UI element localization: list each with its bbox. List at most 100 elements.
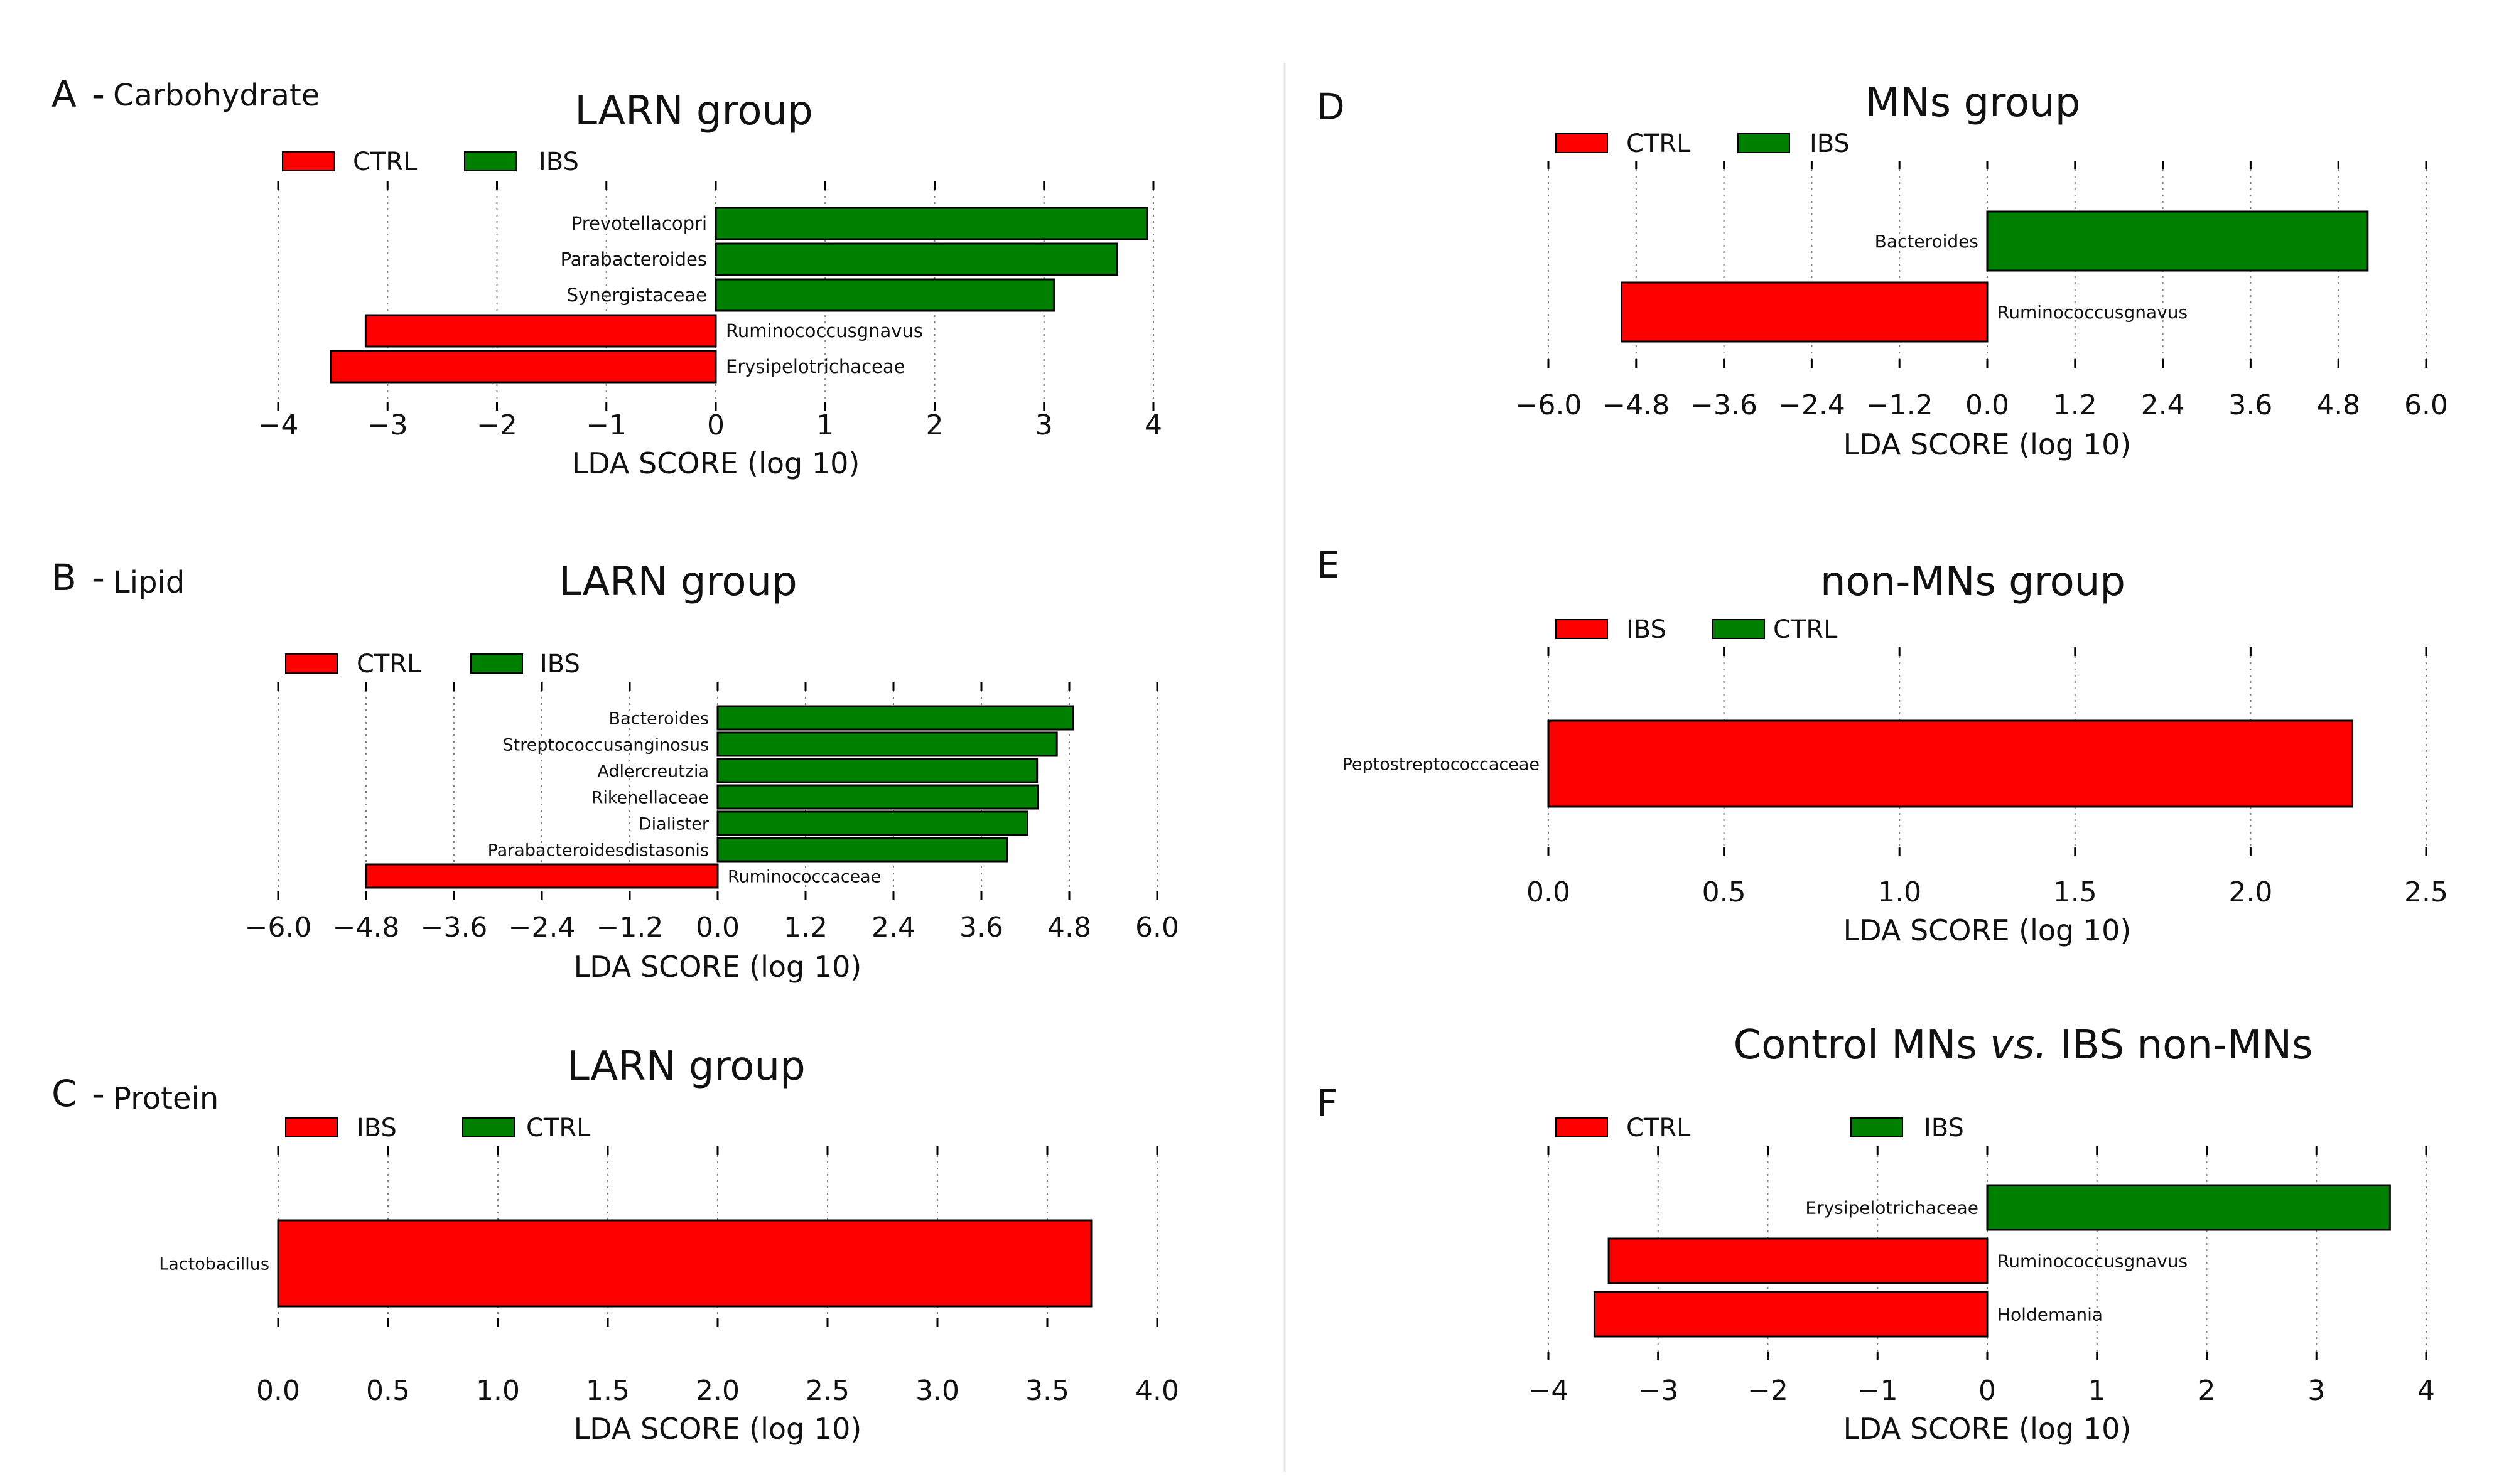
- tick-label: 0.0: [256, 1375, 300, 1407]
- legend-swatch-ibs: [464, 151, 517, 171]
- tick-label: −3: [367, 409, 408, 441]
- legend-label-ctrl: CTRL: [1626, 1114, 1691, 1143]
- tick-label: 0: [1978, 1375, 1996, 1407]
- tick-label: −2.4: [1778, 389, 1845, 421]
- tick-label: −6.0: [1515, 389, 1582, 421]
- legend-swatch-ibs: [470, 653, 523, 674]
- tick-label: 2: [926, 409, 944, 441]
- tick-label: 1.5: [2053, 876, 2097, 908]
- chart-title: MNs group: [1865, 80, 2081, 126]
- tick-label: 3: [2307, 1375, 2325, 1407]
- tick-label: 3: [1035, 409, 1053, 441]
- tick-label: −3: [1638, 1375, 1678, 1407]
- bar: [716, 705, 1074, 731]
- tick-label: 1: [816, 409, 834, 441]
- tick-label: −3.6: [421, 911, 488, 944]
- tick-label: 2.5: [806, 1375, 850, 1407]
- x-axis-label: LDA SCORE (log 10): [1843, 913, 2132, 947]
- tick-label: 1.0: [476, 1375, 520, 1407]
- bar-label: Erysipelotrichaceae: [1805, 1198, 1978, 1218]
- bar: [715, 278, 1055, 312]
- legend-label-ibs: IBS: [1924, 1114, 1964, 1143]
- tick-label: 3.6: [2228, 389, 2272, 421]
- panel-letter: E: [1317, 544, 1340, 586]
- chart-panel-b: B - Lipid LARN group CTRL IBS −6.0 −4.8 −3.6 −2.4…: [51, 556, 1179, 984]
- bar-label: Prevotellacopri: [571, 213, 707, 234]
- tick-label: 2.0: [2228, 876, 2272, 908]
- x-axis-label: LDA SCORE (log 10): [574, 950, 862, 984]
- tick-label: −1.2: [596, 911, 664, 944]
- tick-label: 2.5: [2404, 876, 2448, 908]
- bar: [716, 810, 1028, 836]
- bar: [1607, 1237, 1989, 1284]
- tick-label: 2: [2198, 1375, 2216, 1407]
- tick-label: 2.4: [872, 911, 915, 944]
- tick-label: 1.2: [784, 911, 828, 944]
- bar-label: Peptostreptococcaceae: [1342, 755, 1540, 775]
- bar-label: Bacteroides: [609, 709, 709, 729]
- tick-label: 1.2: [2053, 389, 2097, 421]
- tick-label: 0.5: [1702, 876, 1746, 908]
- tick-label: −3.6: [1690, 389, 1757, 421]
- tick-label: −1: [1857, 1375, 1898, 1407]
- chart-panel-c: C - Protein LARN group IBS CTRL 0.0 0.5 1.0 1.5 2.…: [51, 1043, 1179, 1446]
- bar-label: Parabacteroides: [561, 249, 707, 270]
- tick-label: 1.0: [1877, 876, 1921, 908]
- panel-label: Lipid: [113, 565, 185, 600]
- bar: [716, 784, 1039, 810]
- legend-label-ctrl: CTRL: [1773, 615, 1838, 644]
- tick-label: −2: [477, 409, 517, 441]
- bar-label: Dialister: [639, 815, 710, 834]
- tick-label: 1: [2088, 1375, 2106, 1407]
- bar-label: Ruminococcaceae: [728, 868, 881, 887]
- chart-title: LARN group: [575, 88, 812, 134]
- panel-dash: -: [92, 1072, 105, 1115]
- legend-label-ibs: IBS: [539, 148, 579, 176]
- legend-swatch-ibs: [1737, 133, 1790, 153]
- chart-title: Control MNs vs. IBS non-MNs: [1734, 1022, 2313, 1068]
- legend-label-ibs: IBS: [540, 650, 580, 679]
- bar-label: Synergistaceae: [567, 284, 707, 306]
- panel-letter: C: [51, 1072, 77, 1115]
- bar: [365, 863, 719, 889]
- bar: [716, 837, 1008, 863]
- chart-title-part: Control MNs: [1734, 1022, 1990, 1068]
- chart-title: non-MNs group: [1820, 559, 2125, 605]
- bar-label: Adlercreutzia: [597, 762, 709, 782]
- bar: [1593, 1291, 1989, 1338]
- bar: [715, 207, 1148, 240]
- tick-label: 0.0: [696, 911, 740, 944]
- chart-title-part: IBS non-MNs: [2048, 1022, 2313, 1068]
- panel-dash: -: [92, 556, 105, 599]
- tick-label: −4.8: [333, 911, 400, 944]
- legend-swatch-ctrl: [282, 151, 335, 171]
- panel-label: Carbohydrate: [113, 78, 320, 113]
- tick-label: 3.5: [1025, 1375, 1069, 1407]
- chart-title-part: vs.: [1990, 1022, 2048, 1068]
- panel-letter: A: [51, 73, 77, 116]
- bar: [277, 1219, 1093, 1308]
- legend-label-ctrl: CTRL: [1626, 129, 1691, 158]
- panel-letter: B: [51, 556, 77, 599]
- panel-letter: F: [1317, 1082, 1337, 1124]
- tick-label: 3.6: [959, 911, 1003, 944]
- legend-swatch-ctrl: [1555, 1117, 1608, 1137]
- legend-label-ctrl: CTRL: [357, 650, 421, 679]
- tick-label: 4: [1145, 409, 1162, 441]
- tick-label: 2.4: [2141, 389, 2185, 421]
- x-axis-label: LDA SCORE (log 10): [1843, 427, 2132, 461]
- tick-label: 0.0: [1965, 389, 2009, 421]
- legend-label-ibs: IBS: [357, 1114, 397, 1143]
- bar: [716, 731, 1058, 757]
- legend-label-ibs: IBS: [1626, 615, 1666, 644]
- tick-label: 3.0: [915, 1375, 959, 1407]
- bar: [1621, 281, 1989, 343]
- tick-label: −1.2: [1866, 389, 1933, 421]
- tick-label: −1: [586, 409, 627, 441]
- legend-swatch-ctrl: [462, 1117, 515, 1137]
- bar: [715, 242, 1118, 276]
- chart-panel-a: A - Carbohydrate LARN group CTRL IBS −4 −3 −2 −1 0…: [51, 73, 1162, 480]
- tick-label: −4: [258, 409, 299, 441]
- bar-label: Bacteroides: [1875, 231, 1978, 252]
